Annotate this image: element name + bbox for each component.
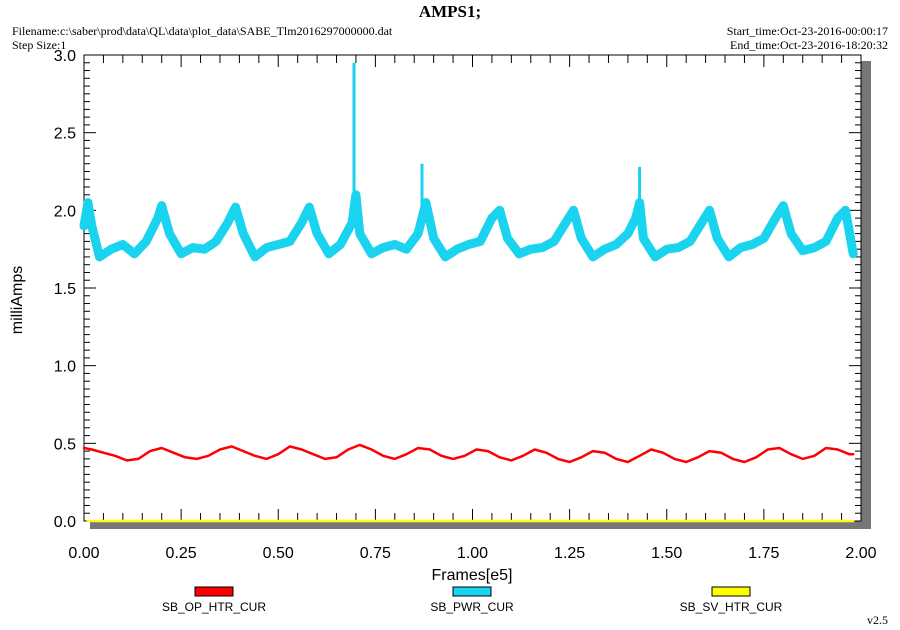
filename-label: Filename:c:\saber\prod\data\QL\data\plot… (12, 24, 393, 38)
x-tick-label: 0.50 (263, 545, 294, 562)
end-time-label: End_time:Oct-23-2016-18:20:32 (730, 38, 888, 52)
x-tick-label: 0.00 (68, 545, 99, 562)
y-tick-label: 3.0 (54, 48, 76, 65)
y-tick-label: 2.0 (54, 203, 76, 220)
legend-swatch (194, 586, 234, 597)
x-tick-label: 0.75 (360, 545, 391, 562)
y-tick-label: 0.5 (54, 436, 76, 453)
y-axis-title: milliAmps (9, 266, 26, 334)
x-tick-label: 1.25 (554, 545, 585, 562)
plot-shadow-bottom (90, 521, 871, 529)
legend-label: SB_PWR_CUR (430, 600, 514, 614)
x-tick-label: 1.00 (457, 545, 488, 562)
x-tick-label: 2.00 (845, 545, 876, 562)
legend-label: SB_SV_HTR_CUR (680, 600, 783, 614)
plot-shadow-right (861, 61, 871, 529)
series-line-sb-pwr-cur (79, 190, 858, 262)
y-tick-label: 2.5 (54, 126, 76, 143)
x-tick-label: 1.50 (651, 545, 682, 562)
step-size-label: Step Size:1 (12, 38, 67, 52)
y-tick-label: 1.0 (54, 359, 76, 376)
legend-swatch (711, 586, 751, 597)
start-time-label: Start_time:Oct-23-2016-00:00:17 (726, 24, 888, 38)
x-tick-label: 1.75 (748, 545, 779, 562)
legend-label: SB_OP_HTR_CUR (162, 600, 266, 614)
y-tick-label: 1.5 (54, 281, 76, 298)
x-tick-label: 0.25 (166, 545, 197, 562)
chart-title: AMPS1; (418, 2, 482, 21)
legend-swatch (452, 586, 492, 597)
y-tick-label: 0.0 (54, 514, 76, 531)
series-line-sb-op-htr-cur (82, 443, 855, 464)
version-label: v2.5 (867, 613, 888, 627)
x-axis-title: Frames[e5] (432, 567, 513, 584)
